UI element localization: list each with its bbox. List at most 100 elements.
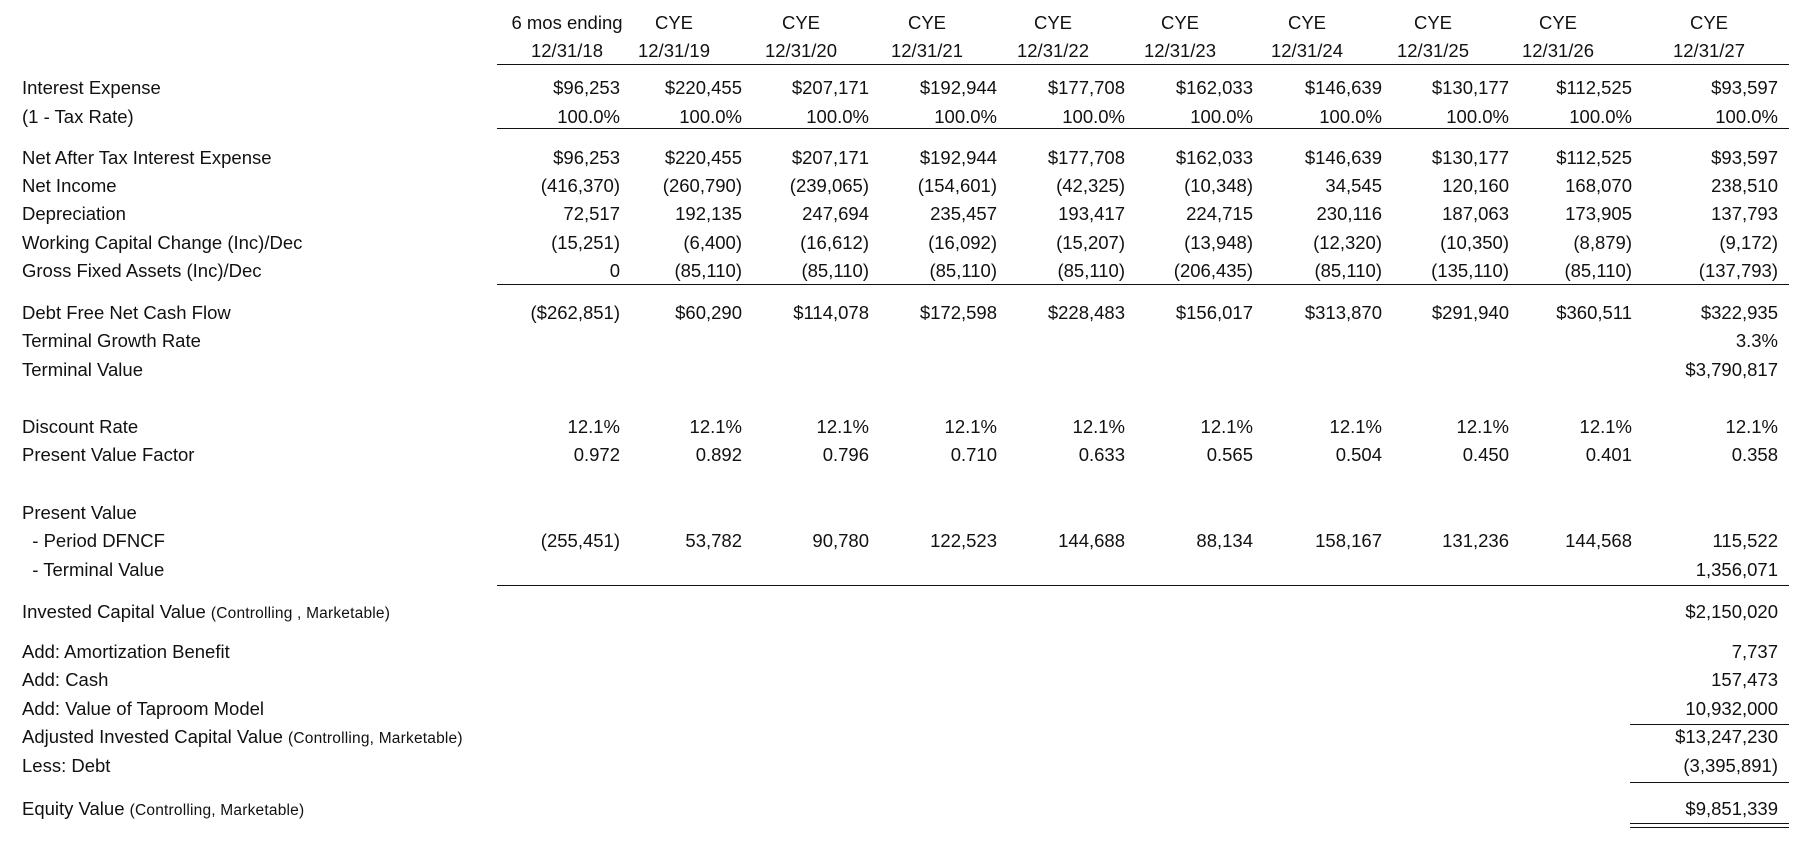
table-cell: (85,110) <box>929 260 997 281</box>
column-header-line1: CYE <box>1413 12 1453 33</box>
row-label: Discount Rate <box>22 416 139 437</box>
summary-value: 157,473 <box>1711 669 1778 690</box>
table-cell: (8,879) <box>1573 232 1632 253</box>
table-cell: $130,177 <box>1431 147 1509 168</box>
column-header-date: 12/31/23 <box>1143 40 1216 61</box>
table-cell: 12.1% <box>1579 416 1632 437</box>
column-header-date: 12/31/26 <box>1521 40 1594 61</box>
summary-label-text: Less: Debt <box>22 755 111 776</box>
table-cell: $112,525 <box>1556 77 1632 98</box>
table-cell: $162,033 <box>1175 147 1253 168</box>
table-cell: 100.0% <box>1062 106 1125 127</box>
table-cell: 173,905 <box>1565 203 1632 224</box>
summary-label: Equity Value (Controlling, Marketable) <box>22 798 304 822</box>
row-label: Net After Tax Interest Expense <box>22 147 272 168</box>
table-cell: $228,483 <box>1047 302 1125 323</box>
table-cell: $96,253 <box>553 77 620 98</box>
table-cell: 100.0% <box>1446 106 1509 127</box>
table-cell: $93,597 <box>1711 77 1778 98</box>
table-cell: (137,793) <box>1698 260 1778 281</box>
table-cell: (85,110) <box>674 260 742 281</box>
table-cell: $192,944 <box>919 77 997 98</box>
row-label: Terminal Growth Rate <box>22 330 201 351</box>
table-cell: 100.0% <box>557 106 620 127</box>
table-cell: 12.1% <box>1329 416 1382 437</box>
table-cell: 238,510 <box>1711 175 1778 196</box>
table-cell: 0.565 <box>1206 444 1253 465</box>
table-cell: 12.1% <box>1200 416 1253 437</box>
table-cell: (85,110) <box>1564 260 1632 281</box>
table-cell: $360,511 <box>1556 302 1632 323</box>
table-cell: $60,290 <box>675 302 742 323</box>
table-cell: 0.710 <box>950 444 997 465</box>
table-cell: (154,601) <box>917 175 997 196</box>
table-cell: 12.1% <box>816 416 869 437</box>
summary-value: (3,395,891) <box>1683 755 1778 776</box>
table-cell: (6,400) <box>683 232 742 253</box>
table-cell: 0.972 <box>573 444 620 465</box>
column-header-line1: 6 mos ending <box>511 12 623 33</box>
table-cell: 100.0% <box>934 106 997 127</box>
table-cell: 0.358 <box>1731 444 1778 465</box>
table-cell: 12.1% <box>1456 416 1509 437</box>
table-cell: 144,568 <box>1565 530 1632 551</box>
table-cell: (255,451) <box>540 530 620 551</box>
adjusted-value-rule <box>1630 724 1789 725</box>
column-header-date: 12/31/20 <box>764 40 837 61</box>
table-cell: 0.796 <box>822 444 869 465</box>
summary-label: Invested Capital Value (Controlling , Ma… <box>22 601 390 625</box>
table-cell: 100.0% <box>1715 106 1778 127</box>
column-header-line1: CYE <box>1033 12 1073 33</box>
column-header-date: 12/31/21 <box>890 40 963 61</box>
table-cell: (85,110) <box>1314 260 1382 281</box>
table-cell: ($262,851) <box>530 302 620 323</box>
table-cell: 34,545 <box>1325 175 1382 196</box>
table-cell: 100.0% <box>1190 106 1253 127</box>
table-cell: 131,236 <box>1442 530 1509 551</box>
row-label: Working Capital Change (Inc)/Dec <box>22 232 303 253</box>
table-cell: 0.892 <box>695 444 742 465</box>
table-cell: (135,110) <box>1431 260 1509 281</box>
summary-value: $2,150,020 <box>1685 601 1778 622</box>
table-cell: 100.0% <box>1319 106 1382 127</box>
table-cell: 3.3% <box>1735 330 1778 351</box>
table-cell: $220,455 <box>664 77 742 98</box>
table-cell: $146,639 <box>1304 147 1382 168</box>
table-cell: (416,370) <box>540 175 620 196</box>
column-header-date: 12/31/27 <box>1672 40 1745 61</box>
column-header-date: 12/31/18 <box>530 40 603 61</box>
row-label: Depreciation <box>22 203 126 224</box>
row-label: Terminal Value <box>22 359 143 380</box>
table-cell: (16,612) <box>800 232 869 253</box>
table-cell: (42,325) <box>1056 175 1125 196</box>
table-cell: 0 <box>609 260 620 281</box>
table-cell: 1,356,071 <box>1695 559 1778 580</box>
table-cell: 53,782 <box>685 530 742 551</box>
summary-label: Adjusted Invested Capital Value (Control… <box>22 726 463 750</box>
table-cell: 187,063 <box>1442 203 1509 224</box>
table-cell: 247,694 <box>802 203 869 224</box>
table-cell: $96,253 <box>553 147 620 168</box>
column-header-date: 12/31/19 <box>637 40 710 61</box>
row-label: Net Income <box>22 175 117 196</box>
table-cell: (85,110) <box>801 260 869 281</box>
table-cell: 12.1% <box>944 416 997 437</box>
summary-label: Add: Value of Taproom Model <box>22 698 264 720</box>
summary-value: $13,247,230 <box>1675 726 1778 747</box>
table-cell: (15,251) <box>551 232 620 253</box>
row-label: (1 - Tax Rate) <box>22 106 134 127</box>
summary-value: 7,737 <box>1731 641 1778 662</box>
column-header-date: 12/31/24 <box>1270 40 1343 61</box>
table-cell: $162,033 <box>1175 77 1253 98</box>
table-cell: $220,455 <box>664 147 742 168</box>
table-cell: 235,457 <box>930 203 997 224</box>
column-header-line1: CYE <box>1287 12 1327 33</box>
table-cell: 100.0% <box>1569 106 1632 127</box>
summary-label-text: Adjusted Invested Capital Value <box>22 726 283 747</box>
table-cell: 144,688 <box>1058 530 1125 551</box>
table-cell: 88,134 <box>1196 530 1253 551</box>
column-header-line1: CYE <box>907 12 947 33</box>
summary-label-text: Add: Value of Taproom Model <box>22 698 265 719</box>
table-cell: 90,780 <box>812 530 869 551</box>
